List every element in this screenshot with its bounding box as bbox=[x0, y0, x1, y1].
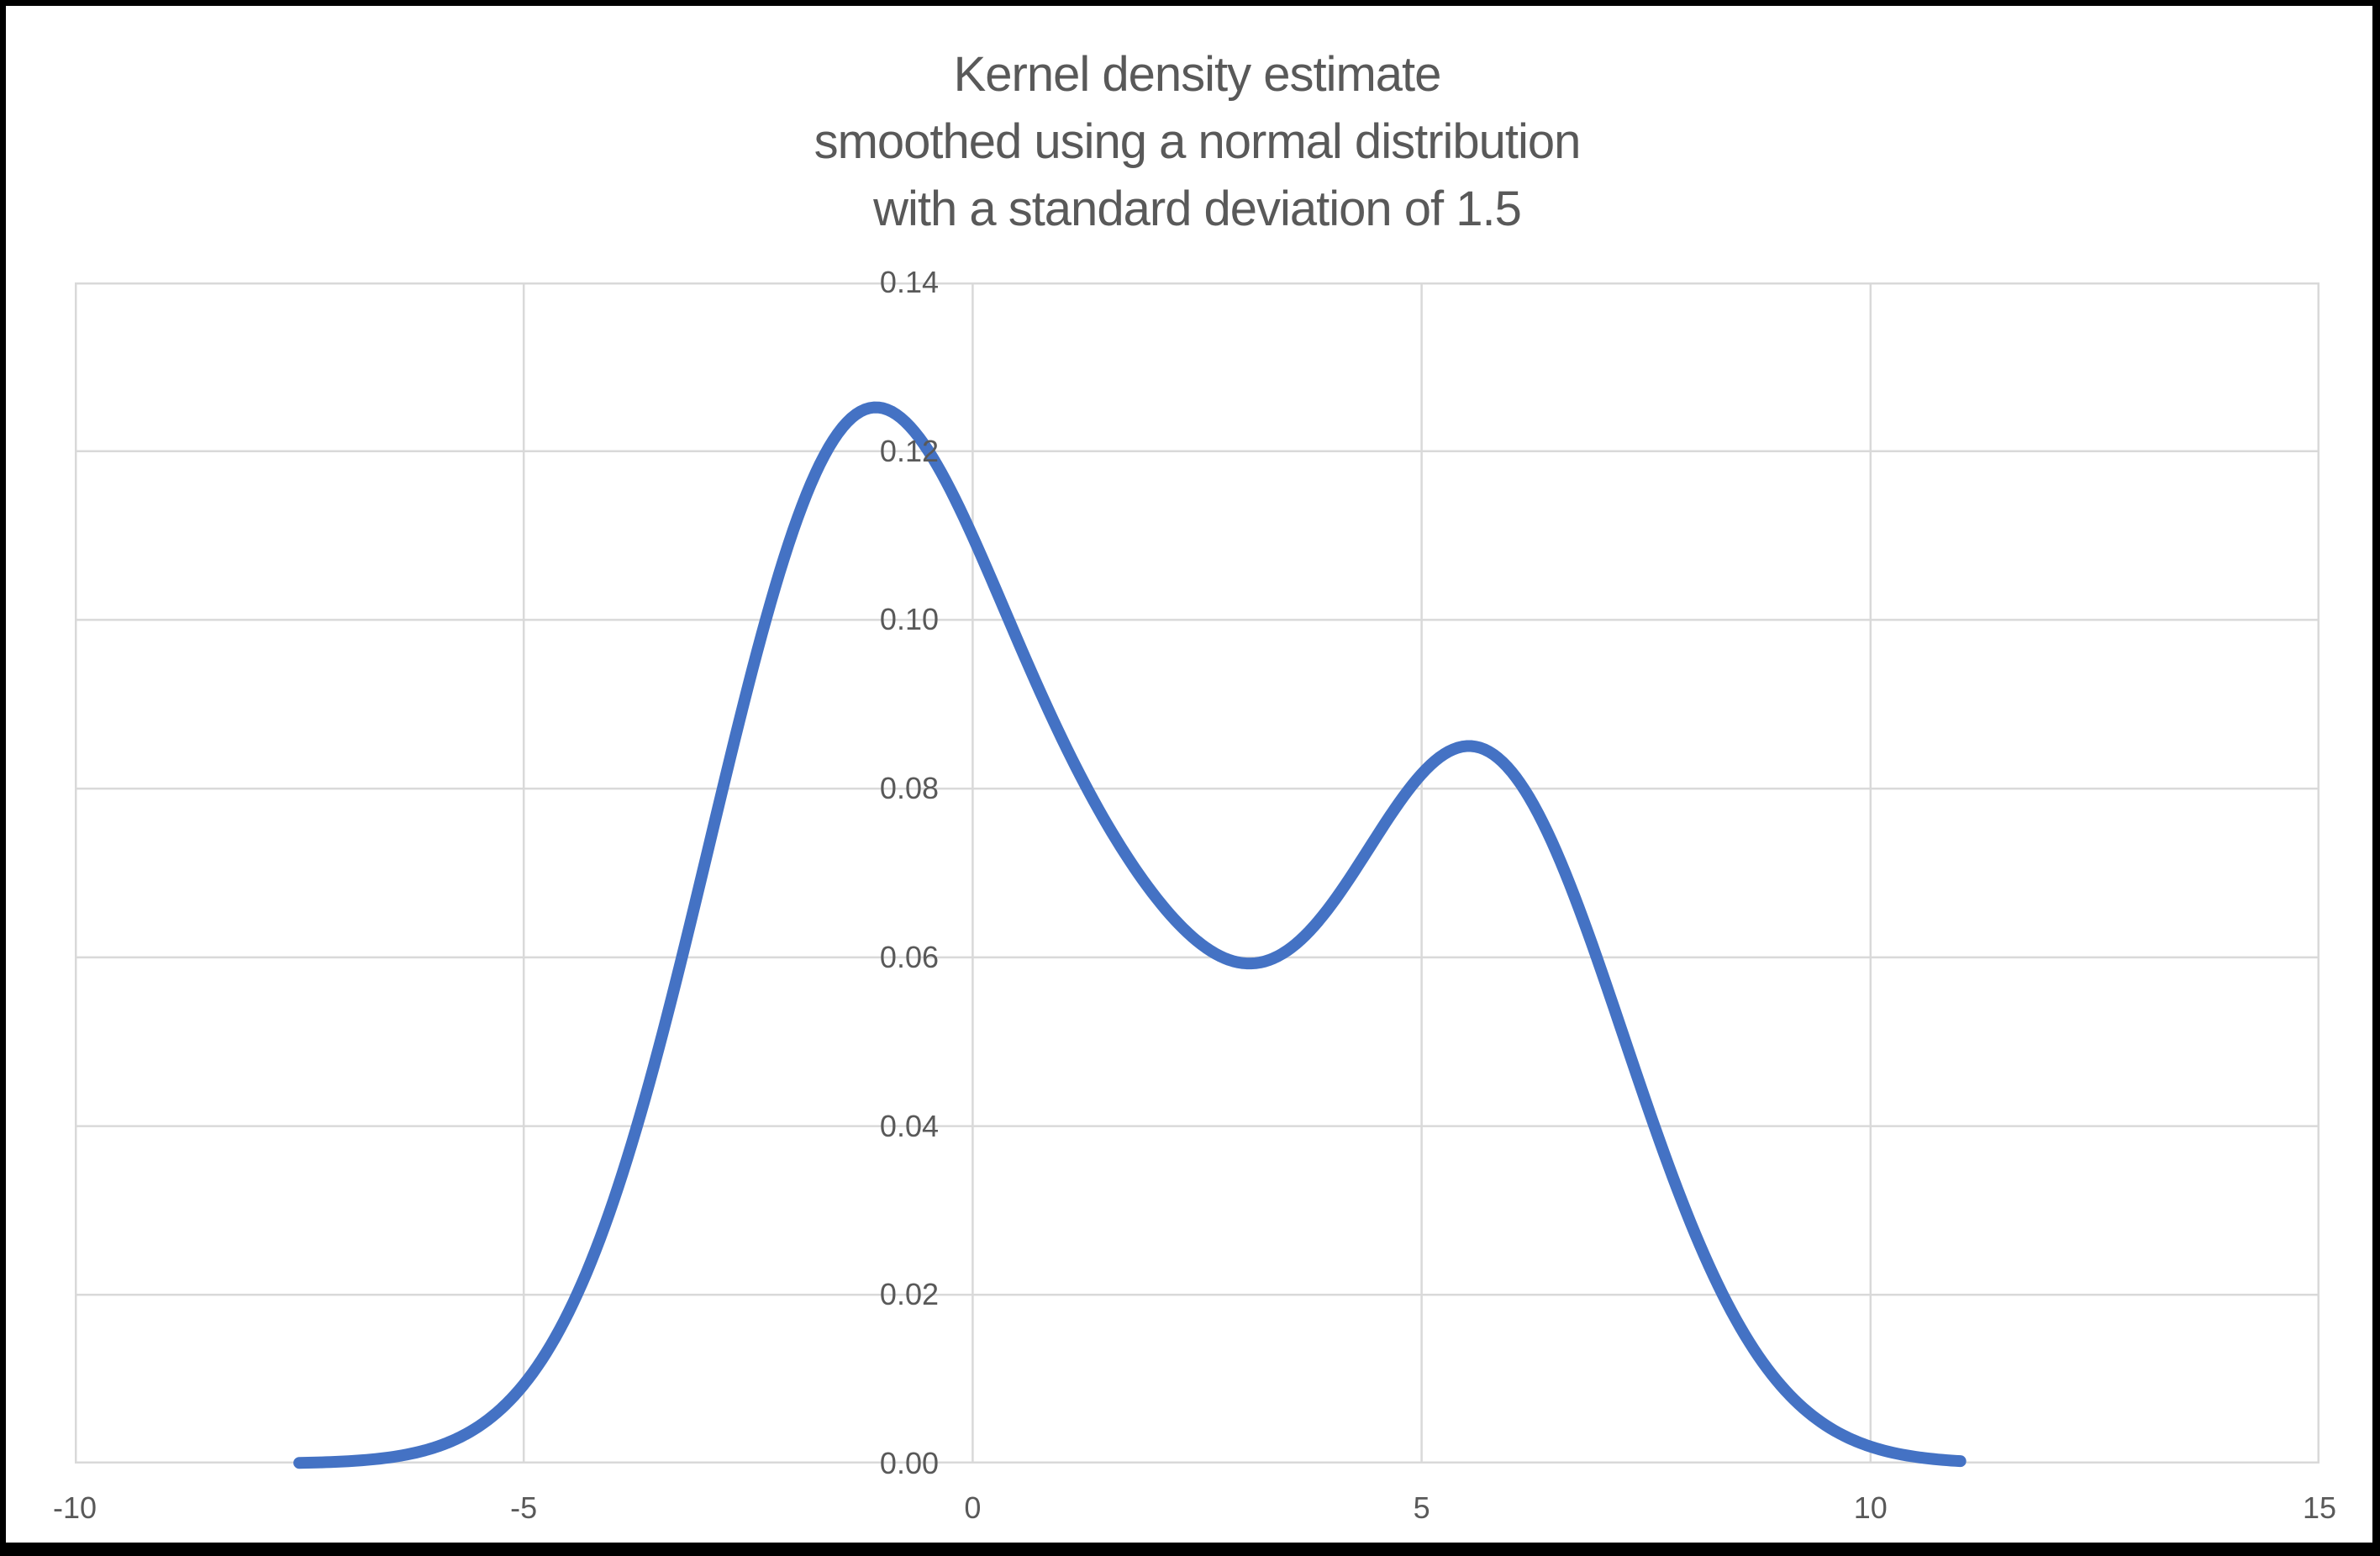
plot-area bbox=[75, 282, 2319, 1469]
chart-title-line-3: with a standard deviation of 1.5 bbox=[873, 182, 1522, 236]
y-tick-label: 0.06 bbox=[879, 939, 939, 974]
y-tick-label: 0.00 bbox=[879, 1446, 939, 1480]
x-tick-label: -5 bbox=[510, 1490, 538, 1525]
plot-border bbox=[75, 282, 2319, 1464]
x-tick-label: 10 bbox=[1853, 1490, 1888, 1525]
kde-curve bbox=[293, 401, 1967, 1469]
chart-title: Kernel density estimate smoothed using a… bbox=[75, 41, 2319, 243]
chart-title-line-1: Kernel density estimate bbox=[953, 47, 1442, 102]
y-tick-label: 0.02 bbox=[879, 1277, 939, 1312]
chart-title-line-2: smoothed using a normal distribution bbox=[814, 114, 1582, 169]
y-tick-label: 0.12 bbox=[879, 433, 939, 468]
x-tick-label: 5 bbox=[1413, 1490, 1430, 1525]
x-tick-label: 0 bbox=[964, 1490, 982, 1525]
x-tick-label: -10 bbox=[52, 1490, 97, 1525]
x-tick-label: 15 bbox=[2302, 1490, 2337, 1525]
y-tick-label: 0.08 bbox=[879, 771, 939, 806]
y-tick-label: 0.14 bbox=[879, 265, 939, 299]
y-tick-label: 0.04 bbox=[879, 1108, 939, 1143]
y-tick-label: 0.10 bbox=[879, 602, 939, 637]
